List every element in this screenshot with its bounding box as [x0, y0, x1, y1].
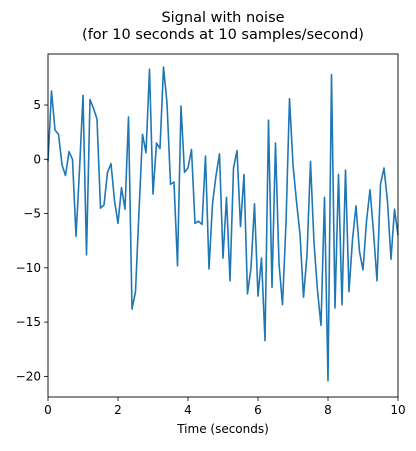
y-tick-label: −20 [16, 369, 41, 383]
y-tick-label: 0 [33, 152, 41, 166]
y-tick-label: −5 [23, 207, 41, 221]
chart-title-line-2: (for 10 seconds at 10 samples/second) [82, 27, 364, 43]
x-tick-label: 8 [324, 403, 332, 417]
y-tick-label: −10 [16, 261, 41, 275]
chart-title-line-1: Signal with noise [161, 10, 284, 26]
series-layer [47, 66, 399, 382]
chart-title: Signal with noise (for 10 seconds at 10 … [82, 10, 364, 43]
x-axis-label: Time (seconds) [176, 422, 269, 436]
y-tick-label: 5 [33, 98, 41, 112]
x-tick-label: 10 [390, 403, 405, 417]
y-tick-label: −15 [16, 315, 41, 329]
series-line-0 [47, 66, 399, 382]
x-tick-label: 6 [254, 403, 262, 417]
y-axis: 5 0 −5 −10 −15 −20 [16, 98, 48, 383]
x-tick-label: 4 [184, 403, 192, 417]
x-axis: 0 2 4 6 8 10 [44, 397, 406, 417]
plot-frame [47, 53, 399, 398]
x-tick-label: 2 [114, 403, 122, 417]
x-tick-label: 0 [44, 403, 52, 417]
